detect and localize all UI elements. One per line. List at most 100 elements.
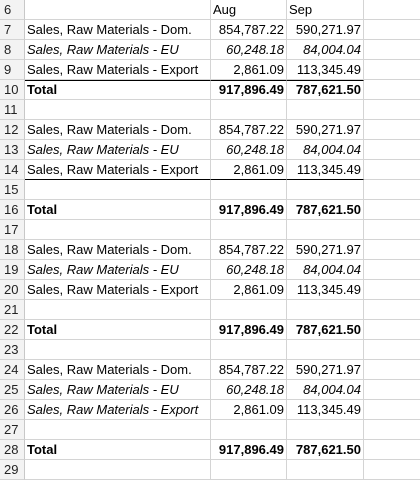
cell-sep[interactable]: 113,345.49 (287, 160, 364, 180)
cell-empty[interactable] (364, 120, 420, 140)
cell-empty[interactable] (364, 0, 420, 20)
cell-empty[interactable] (364, 380, 420, 400)
cell-sep[interactable]: 787,621.50 (287, 320, 364, 340)
cell-aug[interactable]: 2,861.09 (211, 400, 287, 420)
row-header[interactable]: 19 (0, 260, 25, 280)
row-header[interactable]: 24 (0, 360, 25, 380)
cell-sep[interactable] (287, 100, 364, 120)
row-header[interactable]: 13 (0, 140, 25, 160)
cell-label[interactable] (25, 340, 211, 360)
cell-sep[interactable]: 590,271.97 (287, 240, 364, 260)
cell-empty[interactable] (364, 360, 420, 380)
cell-sep[interactable] (287, 460, 364, 480)
cell-empty[interactable] (364, 160, 420, 180)
row-header[interactable]: 27 (0, 420, 25, 440)
cell-empty[interactable] (364, 240, 420, 260)
cell-label[interactable]: Sales, Raw Materials - Export (25, 280, 211, 300)
cell-aug[interactable] (211, 180, 287, 200)
cell-sep[interactable]: Sep (287, 0, 364, 20)
row-header[interactable]: 20 (0, 280, 25, 300)
cell-aug[interactable]: 854,787.22 (211, 360, 287, 380)
cell-aug[interactable]: 60,248.18 (211, 40, 287, 60)
cell-empty[interactable] (364, 40, 420, 60)
cell-label[interactable]: Total (25, 200, 211, 220)
cell-sep[interactable]: 590,271.97 (287, 120, 364, 140)
cell-empty[interactable] (364, 180, 420, 200)
cell-empty[interactable] (364, 60, 420, 80)
cell-label[interactable]: Sales, Raw Materials - Export (25, 60, 211, 80)
cell-empty[interactable] (364, 420, 420, 440)
cell-sep[interactable] (287, 340, 364, 360)
cell-label[interactable]: Sales, Raw Materials - Export (25, 160, 211, 180)
cell-sep[interactable]: 590,271.97 (287, 20, 364, 40)
row-header[interactable]: 9 (0, 60, 25, 80)
row-header[interactable]: 6 (0, 0, 25, 20)
cell-sep[interactable]: 113,345.49 (287, 60, 364, 80)
row-header[interactable]: 16 (0, 200, 25, 220)
cell-sep[interactable]: 84,004.04 (287, 40, 364, 60)
row-header[interactable]: 23 (0, 340, 25, 360)
cell-label[interactable]: Sales, Raw Materials - Dom. (25, 120, 211, 140)
cell-sep[interactable]: 84,004.04 (287, 380, 364, 400)
cell-aug[interactable]: 60,248.18 (211, 380, 287, 400)
cell-empty[interactable] (364, 260, 420, 280)
cell-empty[interactable] (364, 400, 420, 420)
cell-aug[interactable]: 60,248.18 (211, 260, 287, 280)
cell-label[interactable]: Total (25, 320, 211, 340)
cell-aug[interactable] (211, 220, 287, 240)
cell-aug[interactable]: 854,787.22 (211, 120, 287, 140)
cell-sep[interactable] (287, 300, 364, 320)
row-header[interactable]: 10 (0, 80, 25, 100)
row-header[interactable]: 25 (0, 380, 25, 400)
cell-aug[interactable]: 854,787.22 (211, 20, 287, 40)
cell-aug[interactable]: 2,861.09 (211, 160, 287, 180)
cell-label[interactable] (25, 420, 211, 440)
cell-label[interactable] (25, 460, 211, 480)
cell-label[interactable]: Total (25, 80, 211, 100)
cell-aug[interactable]: 917,896.49 (211, 200, 287, 220)
cell-label[interactable] (25, 220, 211, 240)
cell-empty[interactable] (364, 80, 420, 100)
row-header[interactable]: 17 (0, 220, 25, 240)
cell-label[interactable] (25, 100, 211, 120)
row-header[interactable]: 22 (0, 320, 25, 340)
row-header[interactable]: 8 (0, 40, 25, 60)
row-header[interactable]: 12 (0, 120, 25, 140)
cell-aug[interactable] (211, 340, 287, 360)
row-header[interactable]: 11 (0, 100, 25, 120)
cell-sep[interactable] (287, 420, 364, 440)
cell-aug[interactable] (211, 300, 287, 320)
row-header[interactable]: 14 (0, 160, 25, 180)
row-header[interactable]: 21 (0, 300, 25, 320)
cell-empty[interactable] (364, 440, 420, 460)
row-header[interactable]: 18 (0, 240, 25, 260)
cell-aug[interactable]: 2,861.09 (211, 280, 287, 300)
cell-aug[interactable] (211, 100, 287, 120)
row-header[interactable]: 29 (0, 460, 25, 480)
cell-sep[interactable] (287, 220, 364, 240)
cell-sep[interactable]: 787,621.50 (287, 440, 364, 460)
cell-empty[interactable] (364, 460, 420, 480)
cell-sep[interactable]: 113,345.49 (287, 280, 364, 300)
cell-label[interactable] (25, 180, 211, 200)
cell-label[interactable]: Sales, Raw Materials - EU (25, 380, 211, 400)
cell-empty[interactable] (364, 100, 420, 120)
cell-sep[interactable]: 84,004.04 (287, 260, 364, 280)
cell-sep[interactable]: 590,271.97 (287, 360, 364, 380)
cell-aug[interactable]: 917,896.49 (211, 80, 287, 100)
cell-aug[interactable]: Aug (211, 0, 287, 20)
cell-sep[interactable]: 113,345.49 (287, 400, 364, 420)
cell-aug[interactable]: 60,248.18 (211, 140, 287, 160)
cell-label[interactable] (25, 300, 211, 320)
cell-empty[interactable] (364, 280, 420, 300)
cell-empty[interactable] (364, 300, 420, 320)
cell-sep[interactable] (287, 180, 364, 200)
cell-aug[interactable]: 2,861.09 (211, 60, 287, 80)
cell-sep[interactable]: 787,621.50 (287, 80, 364, 100)
cell-label[interactable]: Sales, Raw Materials - Dom. (25, 20, 211, 40)
row-header[interactable]: 15 (0, 180, 25, 200)
cell-aug[interactable]: 854,787.22 (211, 240, 287, 260)
row-header[interactable]: 26 (0, 400, 25, 420)
cell-label[interactable]: Sales, Raw Materials - EU (25, 140, 211, 160)
cell-sep[interactable]: 787,621.50 (287, 200, 364, 220)
